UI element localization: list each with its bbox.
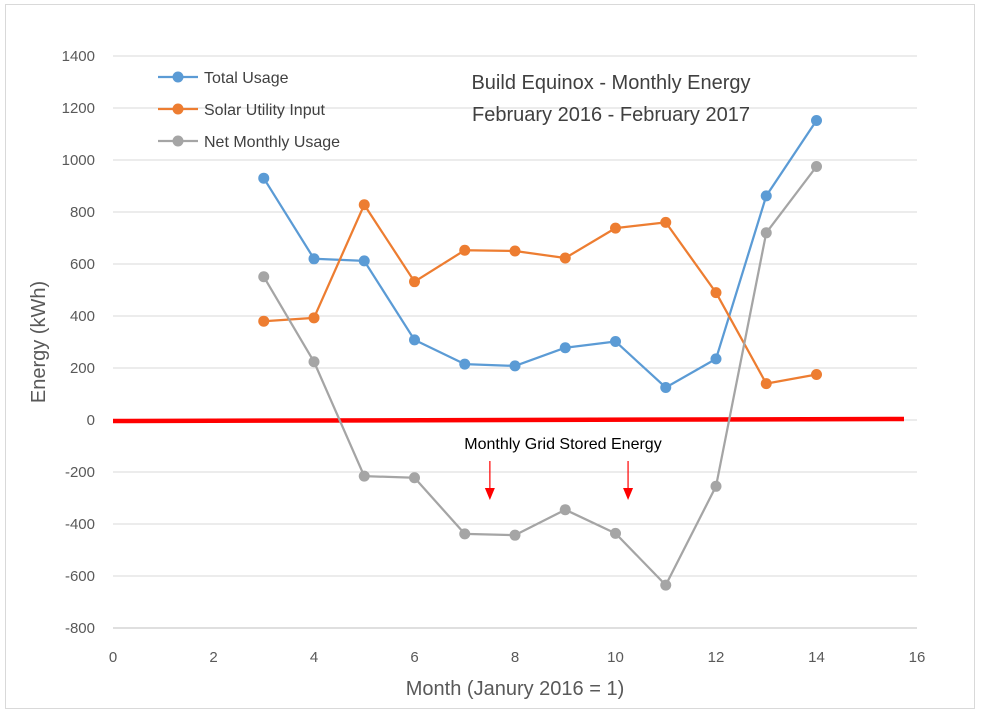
series-line	[262, 165, 818, 587]
data-point	[459, 244, 471, 256]
legend-label: Solar Utility Input	[204, 102, 325, 119]
data-point	[258, 271, 270, 283]
data-point	[760, 378, 772, 390]
x-tick-label: 14	[808, 649, 825, 666]
y-tick-label: 400	[70, 308, 95, 325]
data-point	[509, 245, 521, 257]
legend-item: Net Monthly Usage	[158, 134, 340, 151]
legend-swatch-marker	[172, 71, 184, 83]
x-tick-label: 0	[109, 649, 117, 666]
y-tick-label: 200	[70, 360, 95, 377]
data-point	[559, 504, 571, 516]
data-point	[509, 529, 521, 541]
y-tick-label: 800	[70, 204, 95, 221]
y-axis-title: Energy (kWh)	[28, 281, 50, 403]
data-point	[308, 253, 320, 265]
legend-label: Total Usage	[204, 70, 289, 87]
x-axis-ticks: 0 2 4 6 8 10 12 14 16	[109, 649, 926, 666]
legend-item: Total Usage	[158, 70, 289, 87]
annotation-group: Monthly Grid Stored Energy	[464, 436, 662, 500]
series-solar-utility-input	[258, 199, 822, 390]
data-point	[258, 315, 270, 327]
x-axis-title: Month (Janury 2016 = 1)	[406, 678, 624, 700]
data-point	[358, 199, 370, 211]
y-tick-label: -600	[65, 568, 95, 585]
data-point	[358, 470, 370, 482]
data-point	[559, 252, 571, 264]
x-tick-label: 2	[209, 649, 217, 666]
data-point	[258, 172, 270, 184]
y-tick-label: 0	[87, 412, 95, 429]
data-point	[610, 222, 621, 234]
data-point	[811, 161, 822, 172]
gridlines	[113, 55, 917, 577]
data-point	[660, 579, 672, 591]
x-tick-label: 6	[410, 649, 418, 666]
data-point	[660, 216, 672, 228]
data-point	[760, 227, 772, 239]
data-point	[710, 480, 722, 492]
y-tick-label: 1400	[62, 48, 95, 65]
y-tick-label: 1200	[62, 100, 95, 117]
series-group	[258, 114, 822, 591]
data-point	[459, 528, 471, 540]
data-point	[610, 335, 621, 347]
series-line	[262, 119, 818, 389]
data-point	[811, 114, 822, 126]
annotation-text: Monthly Grid Stored Energy	[464, 436, 661, 453]
data-point	[308, 356, 320, 368]
x-tick-label: 16	[909, 649, 926, 666]
legend-label: Net Monthly Usage	[204, 134, 340, 151]
data-point	[409, 276, 420, 288]
data-point	[660, 382, 672, 393]
legend: Total Usage Solar Utility Input Net Monthl…	[158, 70, 340, 151]
y-tick-label: 600	[70, 256, 95, 273]
data-point	[760, 190, 772, 202]
data-point	[710, 353, 722, 365]
x-tick-label: 10	[607, 649, 624, 666]
data-point	[509, 360, 521, 372]
legend-item: Solar Utility Input	[158, 102, 325, 119]
data-point	[559, 342, 571, 354]
data-point	[710, 287, 722, 299]
series-line	[263, 203, 817, 385]
legend-swatch-marker	[172, 135, 184, 147]
data-point	[409, 472, 420, 484]
x-tick-label: 4	[310, 649, 318, 666]
y-tick-label: -200	[65, 464, 95, 481]
series-total-usage	[258, 114, 822, 393]
series-net-monthly-usage	[258, 161, 822, 591]
legend-swatch-marker	[172, 103, 184, 115]
data-point	[409, 334, 420, 346]
data-point	[459, 358, 471, 370]
y-axis-ticks: -800 -600 -400 -200 0 200 400 600 800 1000 1200 140…	[62, 48, 95, 637]
x-tick-label: 8	[511, 649, 519, 666]
y-tick-label: -400	[65, 516, 95, 533]
y-tick-label: -800	[65, 620, 95, 637]
zero-line	[112, 416, 905, 424]
chart-title-line-2: February 2016 - February 2017	[472, 104, 750, 126]
data-point	[358, 255, 370, 267]
annotation-arrow-head	[623, 488, 634, 500]
data-point	[610, 527, 621, 539]
annotation-arrow-head	[484, 488, 495, 500]
x-tick-label: 12	[708, 649, 725, 666]
chart-title-line-1: Build Equinox - Monthly Energy	[471, 72, 750, 94]
data-point	[308, 312, 320, 324]
y-tick-label: 1000	[62, 152, 95, 169]
data-point	[811, 369, 822, 380]
